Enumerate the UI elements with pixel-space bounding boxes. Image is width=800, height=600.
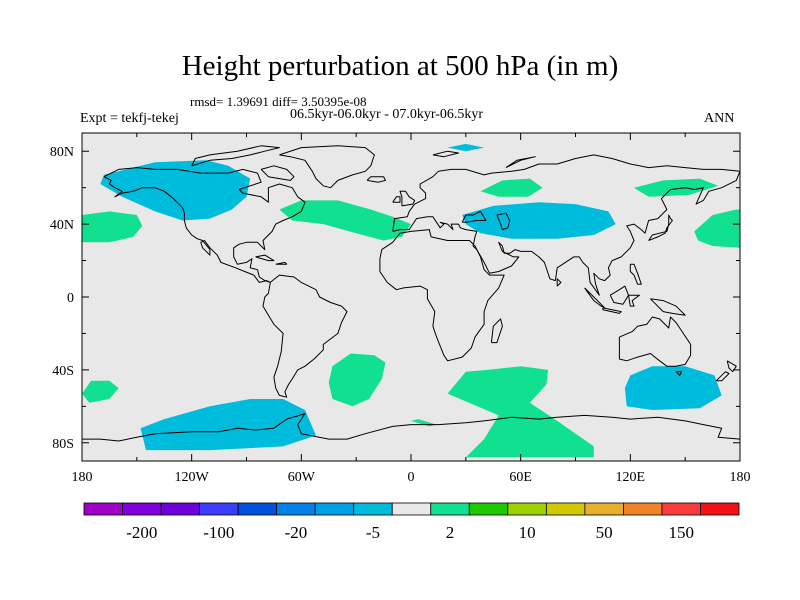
colorbar-swatch: [199, 502, 239, 516]
coastline-eurasia: [392, 154, 741, 296]
coastline-java: [602, 307, 622, 314]
colorbar-swatch: [237, 502, 278, 516]
anomaly-positive-north-asia: [480, 178, 543, 197]
colorbar-swatch: [314, 502, 355, 516]
experiment-label: Expt = tekfj-tekej: [80, 111, 179, 126]
coastline-svalbard: [432, 150, 459, 158]
anomaly-positive-north-pacific-east: [694, 209, 740, 248]
x-tick-label: 120W: [175, 470, 210, 485]
anomaly-negative-arctic-small: [447, 143, 485, 152]
colorbar-label: 50: [596, 523, 613, 542]
coastline-cuba: [255, 254, 275, 262]
y-tick-label: 40N: [50, 218, 74, 233]
coastline-sulawesi: [628, 294, 640, 307]
colorbar-label: 150: [668, 523, 694, 542]
anomaly-positive-north-atlantic: [279, 200, 411, 241]
anomaly-negative-pacific-west-coast: [164, 180, 210, 214]
x-tick-label: 180: [72, 470, 93, 485]
y-tick-label: 80S: [52, 437, 74, 452]
colorbar-swatch: [160, 502, 200, 516]
colorbar-swatch: [122, 502, 162, 516]
colorbar: -200 -100 -20 -5 2 10 50 150: [83, 502, 740, 542]
map-panel: [82, 133, 741, 461]
anomaly-negative-south-pacific: [140, 399, 316, 451]
map-axes: 180 120W 60W 0 60E 120E 180 80N 40N 0 40S 80S: [50, 132, 751, 485]
coastline-black-sea: [461, 210, 487, 223]
colorbar-label: -20: [285, 523, 308, 542]
coastline-greenland: [279, 145, 375, 189]
coastline-japan: [648, 214, 673, 241]
colorbar-swatch: [353, 502, 393, 516]
x-tick-label: 0: [408, 470, 415, 485]
colorbar-swatch: [623, 502, 663, 516]
y-tick-label: 0: [67, 291, 74, 306]
coastline-australia: [618, 316, 692, 367]
anomaly-negative-eurasia: [462, 202, 616, 239]
colorbar-swatch: [700, 502, 740, 516]
coastline-madagascar: [490, 318, 503, 344]
colorbar-swatch: [545, 502, 586, 516]
plot-title: Height perturbation at 500 hPa (in m): [181, 50, 619, 82]
x-tick-label: 60E: [509, 470, 532, 485]
colorbar-label: -200: [126, 523, 157, 542]
y-tick-label: 80N: [50, 145, 74, 160]
coastline-caspian-sea: [496, 212, 511, 231]
anomaly-positive-south-pacific-west: [82, 380, 119, 403]
rmsd-diff-stats: rmsd= 1.39691 diff= 3.50395e-08: [190, 94, 367, 109]
coastline-canadian-archipelago: [191, 145, 280, 167]
colorbar-swatch: [661, 502, 701, 516]
coastline-hispaniola: [275, 261, 288, 265]
y-tick-label: 40S: [52, 364, 74, 379]
x-tick-label: 180: [730, 470, 751, 485]
coastline-ireland: [392, 196, 401, 203]
coastline-sumatra: [584, 287, 606, 309]
anomaly-positive-south-atlantic: [328, 353, 386, 407]
colorbar-swatch: [391, 502, 432, 516]
coastline-tasmania: [675, 371, 682, 376]
colorbar-swatch: [468, 502, 509, 516]
colorbar-swatch: [276, 502, 316, 516]
coastline-antarctica: [82, 413, 741, 442]
coastline-south-america: [262, 274, 348, 398]
anomaly-positive-south-indian-antarctic: [447, 366, 594, 458]
coastline-new-guinea: [650, 298, 686, 316]
coastline-iceland: [366, 176, 386, 183]
colorbar-label: 10: [519, 523, 536, 542]
season-label: ANN: [704, 111, 735, 126]
coastline-novaya-zemlya: [505, 156, 536, 169]
colorbar-swatch: [430, 502, 470, 516]
coastline-baffin-island: [260, 165, 295, 181]
coastline-north-america: [103, 167, 306, 283]
colorbar-swatch: [83, 502, 123, 516]
colorbar-label: -100: [203, 523, 234, 542]
anomaly-positive-north-pacific-west: [82, 211, 143, 243]
x-tick-label: 120E: [616, 470, 646, 485]
coastline-africa: [379, 229, 505, 362]
x-tick-label: 60W: [288, 470, 316, 485]
colorbar-label: 2: [446, 523, 455, 542]
coastline-sri-lanka: [556, 278, 562, 287]
anomaly-negative-south-indian: [624, 366, 722, 410]
colorbar-swatch: [584, 502, 624, 516]
anomaly-positive-northeast-asia: [634, 178, 719, 197]
coastline-new-zealand-north: [726, 360, 737, 373]
coastline-philippines: [629, 263, 642, 285]
colorbar-label: -5: [366, 523, 380, 542]
colorbar-swatch: [507, 502, 547, 516]
coastline-new-zealand-south: [715, 371, 730, 382]
period-label: 06.5kyr-06.0kyr - 07.0kyr-06.5kyr: [290, 107, 484, 122]
coastline-british-isles: [399, 190, 416, 207]
